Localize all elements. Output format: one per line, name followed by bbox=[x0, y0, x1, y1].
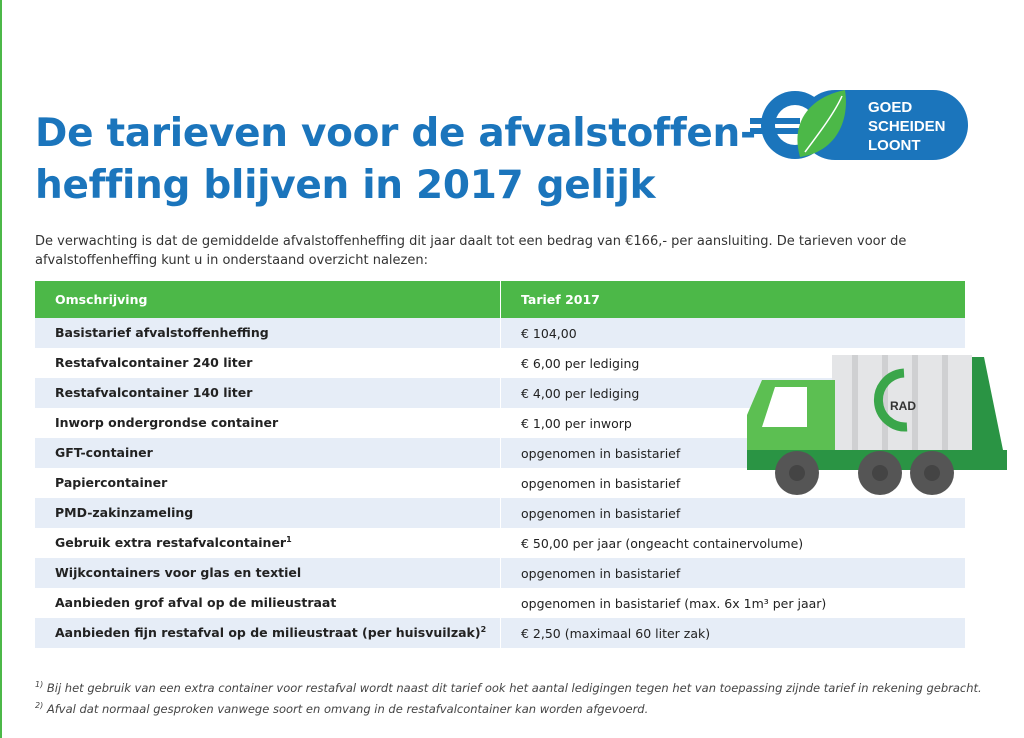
description-text: PMD-zakinzameling bbox=[55, 505, 194, 521]
row-tarief: € 50,00 per jaar (ongeacht containervolu… bbox=[521, 535, 804, 551]
row-description: Aanbieden fijn restafval op de milieustr… bbox=[35, 618, 501, 648]
intro-text: De verwachting is dat de gemiddelde afva… bbox=[35, 234, 907, 268]
row-description: Restafvalcontainer 240 liter bbox=[35, 348, 501, 378]
row-description: PMD-zakinzameling bbox=[35, 498, 501, 528]
header-tarief: Tarief 2017 bbox=[500, 281, 965, 318]
page-title: De tarieven voor de afvalstoffen-heffing… bbox=[35, 108, 756, 212]
row-description: Restafvalcontainer 140 liter bbox=[35, 378, 501, 408]
row-description: Aanbieden grof afval op de milieustraat bbox=[35, 588, 501, 618]
table-row: PMD-zakinzameling opgenomen in basistarie… bbox=[35, 498, 965, 528]
row-tarief: € 104,00 bbox=[500, 318, 965, 348]
logo-text-3: LOONT bbox=[868, 137, 921, 154]
footnote-mark: 1) bbox=[35, 680, 44, 689]
row-description: Wijkcontainers voor glas en textiel bbox=[35, 558, 501, 588]
description-text: Wijkcontainers voor glas en textiel bbox=[55, 565, 302, 581]
title-line-2: heffing blijven in 2017 gelijk bbox=[35, 163, 656, 208]
row-tarief: € 1,00 per inworp bbox=[521, 415, 632, 431]
table-row: Aanbieden grof afval op de milieustraat o… bbox=[35, 588, 965, 618]
row-tarief: € 2,50 (maximaal 60 liter zak) bbox=[500, 618, 965, 648]
row-description: Inworp ondergrondse container bbox=[35, 408, 501, 438]
title-line-1: De tarieven voor de afvalstoffen- bbox=[35, 111, 756, 156]
row-description: Papiercontainer bbox=[35, 468, 501, 498]
table-row: Inworp ondergrondse container € 1,00 per … bbox=[35, 408, 965, 438]
footnote-1: 1) Bij het gebruik van een extra contain… bbox=[35, 676, 982, 697]
garbage-truck-illustration: RAD bbox=[747, 355, 1007, 495]
row-tarief: opgenomen in basistarief bbox=[500, 558, 965, 588]
table-row: Gebruik extra restafvalcontainer1 € 50,00… bbox=[35, 528, 965, 558]
row-tarief: opgenomen in basistarief bbox=[521, 475, 681, 491]
table-row: GFT-container opgenomen in basistarief bbox=[35, 438, 965, 468]
logo-text-2: SCHEIDEN bbox=[868, 118, 946, 135]
row-description: Basistarief afvalstoffenheffing bbox=[35, 318, 501, 348]
footnote-text: Bij het gebruik van een extra container … bbox=[46, 680, 982, 695]
description-text: GFT-container bbox=[55, 445, 153, 461]
row-description: Gebruik extra restafvalcontainer1 bbox=[35, 528, 501, 558]
table-row: Wijkcontainers voor glas en textiel opgen… bbox=[35, 558, 965, 588]
description-text: Aanbieden fijn restafval op de milieustr… bbox=[55, 625, 481, 641]
header-omschrijving: Omschrijving bbox=[35, 281, 501, 318]
row-tarief: € 6,00 per lediging bbox=[521, 355, 640, 371]
table-row: Papiercontainer opgenomen in basistarief bbox=[35, 468, 965, 498]
row-tarief: opgenomen in basistarief (max. 6x 1m³ pe… bbox=[521, 595, 827, 611]
description-text: Restafvalcontainer 140 liter bbox=[55, 385, 253, 401]
table-row: Restafvalcontainer 240 liter € 6,00 per l… bbox=[35, 348, 965, 378]
footnote-mark: 2) bbox=[35, 700, 44, 710]
table-header-row: Omschrijving Tarief 2017 bbox=[35, 281, 965, 318]
truck-rad-label: RAD bbox=[890, 399, 916, 413]
footnote-ref: 2 bbox=[480, 625, 487, 635]
table-row: Aanbieden fijn restafval op de milieustr… bbox=[35, 618, 965, 648]
description-text: Inworp ondergrondse container bbox=[55, 415, 279, 431]
footnote-ref: 1 bbox=[286, 535, 292, 545]
goed-scheiden-loont-logo: GOED SCHEIDEN LOONT bbox=[750, 90, 968, 160]
footnote-text: Afval dat normaal gesproken vanwege soor… bbox=[46, 701, 649, 716]
row-description: GFT-container bbox=[35, 438, 501, 468]
description-text: Basistarief afvalstoffenheffing bbox=[55, 325, 269, 341]
tariff-table: Omschrijving Tarief 2017 Basistarief afv… bbox=[35, 281, 965, 648]
logo-text-1: GOED bbox=[868, 99, 912, 116]
footnote-2: 2) Afval dat normaal gesproken vanwege s… bbox=[35, 697, 982, 718]
footnotes: 1) Bij het gebruik van een extra contain… bbox=[35, 676, 982, 718]
description-text: Papiercontainer bbox=[55, 475, 168, 491]
description-text: Restafvalcontainer 240 liter bbox=[55, 355, 253, 371]
row-tarief: opgenomen in basistarief bbox=[500, 498, 965, 528]
table-row: Basistarief afvalstoffenheffing € 104,00 bbox=[35, 318, 965, 348]
description-text: Aanbieden grof afval op de milieustraat bbox=[55, 595, 337, 611]
description-text: Gebruik extra restafvalcontainer bbox=[55, 535, 287, 551]
